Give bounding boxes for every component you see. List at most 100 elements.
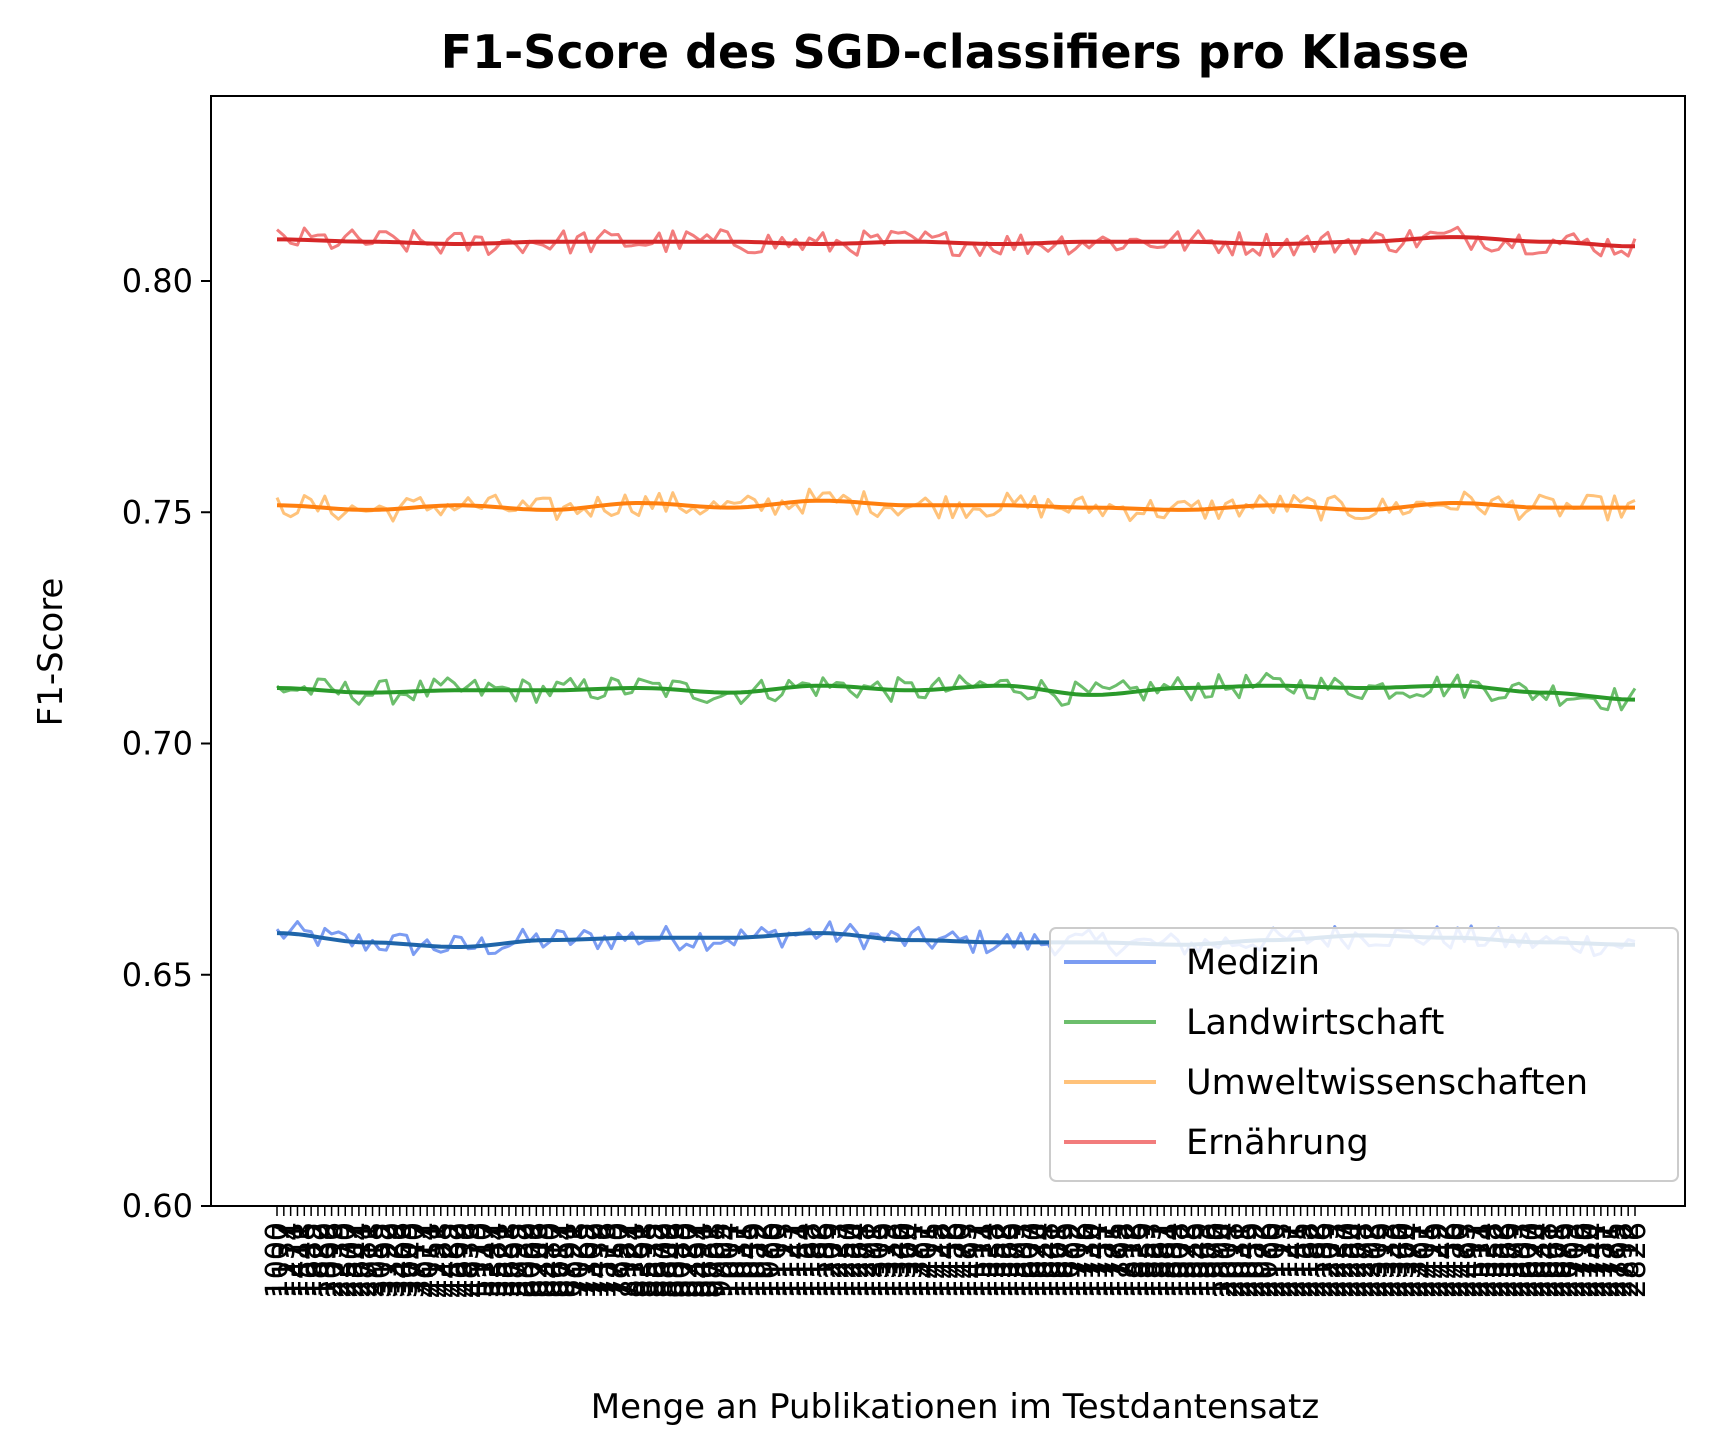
x-tick-label: 2155 xyxy=(1284,1222,1319,1298)
y-tick-label: 0.60 xyxy=(122,1187,193,1225)
x-tick-label: 8398 xyxy=(629,1222,664,1298)
x-tick-label: 2620 xyxy=(1516,1222,1551,1298)
x-tick-label: 4699 xyxy=(444,1222,479,1298)
x-tick-label: 2507 xyxy=(335,1222,370,1298)
x-tick-label: 6343 xyxy=(526,1222,561,1298)
x-tick-label: 8809 xyxy=(649,1222,684,1298)
x-tick-label: 1059 xyxy=(738,1222,773,1298)
x-tick-label: 7713 xyxy=(594,1222,629,1298)
x-tick-label: 2264 xyxy=(1338,1222,1373,1298)
x-tick-label: 4288 xyxy=(424,1222,459,1298)
x-tick-label: 2113 xyxy=(1263,1222,1298,1298)
x-tick-label: 4836 xyxy=(451,1222,486,1298)
x-tick-label: 4151 xyxy=(417,1222,452,1298)
x-tick-label: 1333 xyxy=(874,1222,909,1298)
x-tick-label: 5932 xyxy=(506,1222,541,1298)
x-tick-label: 1305 xyxy=(861,1222,896,1298)
x-tick-label: 1552 xyxy=(983,1222,1018,1298)
plot-frame xyxy=(210,95,1686,1207)
x-tick-label: 1072 xyxy=(745,1222,780,1298)
x-tick-label: 2004 xyxy=(1209,1222,1244,1298)
x-tick-label: 2346 xyxy=(1379,1222,1414,1298)
x-tick-label: 4973 xyxy=(458,1222,493,1298)
x-tick-label: 5521 xyxy=(485,1222,520,1298)
x-tick-label: 2401 xyxy=(1406,1222,1441,1298)
x-tick-label: 2470 xyxy=(1441,1222,1476,1298)
x-tick-label: 1291 xyxy=(854,1222,889,1298)
x-tick-label: 2771 xyxy=(1591,1222,1626,1298)
x-tick-label: 1004 xyxy=(710,1222,745,1298)
x-tick-label: 1881 xyxy=(1147,1222,1182,1298)
x-tick-label: 1374 xyxy=(895,1222,930,1298)
x-tick-label: 1045 xyxy=(731,1222,766,1298)
x-tick-label: 7987 xyxy=(608,1222,643,1298)
x-tick-label: 2552 xyxy=(1482,1222,1517,1298)
x-tick-label: 3055 xyxy=(362,1222,397,1298)
x-tick-label: 2196 xyxy=(1304,1222,1339,1298)
x-tick-label: 2086 xyxy=(1249,1222,1284,1298)
x-tick-label: 9631 xyxy=(690,1222,725,1298)
x-tick-label: 1949 xyxy=(1181,1222,1216,1298)
x-tick-label: 2072 xyxy=(1243,1222,1278,1298)
x-tick-label: 2566 xyxy=(1488,1222,1523,1298)
x-tick-label: 2675 xyxy=(1543,1222,1578,1298)
y-axis-label: F1-Score xyxy=(31,578,71,727)
x-tick-label: 1470 xyxy=(942,1222,977,1298)
x-tick-label: 1839 xyxy=(1127,1222,1162,1298)
x-tick-label: 4014 xyxy=(410,1222,445,1298)
x-tick-label: 2744 xyxy=(1577,1222,1612,1298)
x-tick-label: 2182 xyxy=(1297,1222,1332,1298)
x-tick-label: 1442 xyxy=(929,1222,964,1298)
x-tick-label: 1196 xyxy=(806,1222,841,1298)
x-tick-label: 1209 xyxy=(813,1222,848,1298)
series-line-smoothed xyxy=(277,235,1636,249)
x-tick-label: 2812 xyxy=(1611,1222,1646,1298)
x-tick-label: 1182 xyxy=(799,1222,834,1298)
x-tick-label: 2370 xyxy=(328,1222,363,1298)
x-tick-label: 2018 xyxy=(1215,1222,1250,1298)
x-tick-label: 2456 xyxy=(1434,1222,1469,1298)
x-tick-label: 1137 xyxy=(267,1222,302,1298)
chart-title: F1-Score des SGD-classifiers pro Klasse xyxy=(441,25,1470,79)
x-tick-label: 1428 xyxy=(922,1222,957,1298)
x-tick-label: 2757 xyxy=(1584,1222,1619,1298)
x-tick-label: 1579 xyxy=(997,1222,1032,1298)
x-tick-label: 2305 xyxy=(1359,1222,1394,1298)
legend-label: Medizin xyxy=(1186,943,1320,983)
x-tick-label: 3466 xyxy=(383,1222,418,1298)
x-tick-label: 2579 xyxy=(1495,1222,1530,1298)
x-tick-label: 1031 xyxy=(724,1222,759,1298)
x-tick-label: 2209 xyxy=(1311,1222,1346,1298)
x-tick-label: 2127 xyxy=(1270,1222,1305,1298)
x-tick-label: 1223 xyxy=(820,1222,855,1298)
x-tick-label: 1812 xyxy=(1113,1222,1148,1298)
x-tick-label: 1278 xyxy=(847,1222,882,1298)
x-tick-label: 3329 xyxy=(376,1222,411,1298)
x-tick-label: 2785 xyxy=(1598,1222,1633,1298)
x-tick-label: 1086 xyxy=(751,1222,786,1298)
x-tick-label: 7028 xyxy=(560,1222,595,1298)
x-tick-label: 2781 xyxy=(349,1222,384,1298)
x-tick-label: 7576 xyxy=(588,1222,623,1298)
x-tick-label: 1387 xyxy=(901,1222,936,1298)
x-tick-label: 6206 xyxy=(519,1222,554,1298)
y-tick-label: 0.75 xyxy=(122,493,193,531)
x-tick-label: 8946 xyxy=(656,1222,691,1298)
x-tick-label: 7165 xyxy=(567,1222,602,1298)
x-tick-label: 1017 xyxy=(717,1222,752,1298)
x-tick-label: 2524 xyxy=(1468,1222,1503,1298)
y-tick-label: 0.70 xyxy=(122,725,193,763)
x-tick-label: 7439 xyxy=(581,1222,616,1298)
x-tick-label: 1127 xyxy=(772,1222,807,1298)
x-tick-label: 2319 xyxy=(1366,1222,1401,1298)
x-tick-label: 5795 xyxy=(499,1222,534,1298)
x-axis-label: Menge an Publikationen im Testdantensatz xyxy=(591,1387,1319,1427)
x-tick-label: 2059 xyxy=(1236,1222,1271,1298)
x-tick-label: 1757 xyxy=(1086,1222,1121,1298)
legend-box xyxy=(1049,927,1679,1182)
x-tick-label: 2360 xyxy=(1386,1222,1421,1298)
x-tick-label: 2661 xyxy=(1536,1222,1571,1298)
x-tick-label: 7850 xyxy=(601,1222,636,1298)
series-line-smoothed xyxy=(276,498,1635,512)
x-tick-label: 8261 xyxy=(622,1222,657,1298)
